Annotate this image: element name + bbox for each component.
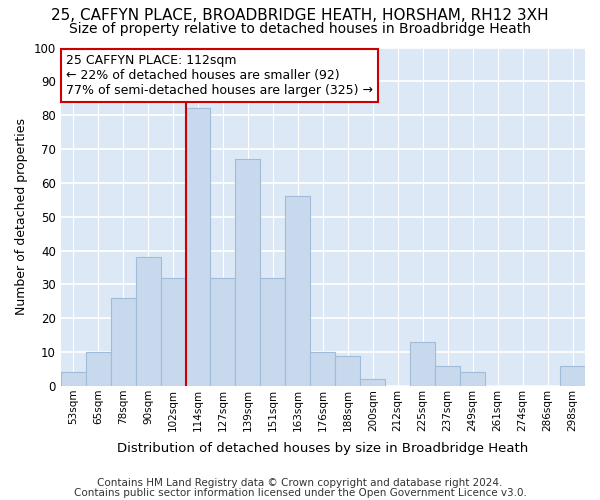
Bar (310, 352, 335, 386)
Bar (335, 356, 360, 386)
Bar (460, 372, 485, 386)
Bar (286, 196, 310, 386)
Bar (61, 372, 86, 386)
Bar (560, 366, 585, 386)
Bar (136, 258, 161, 386)
Y-axis label: Number of detached properties: Number of detached properties (15, 118, 28, 315)
Bar (410, 342, 435, 386)
Bar (185, 108, 211, 386)
Bar (360, 379, 385, 386)
Bar (235, 159, 260, 386)
Bar (161, 278, 185, 386)
Bar (110, 298, 136, 386)
Text: Size of property relative to detached houses in Broadbridge Heath: Size of property relative to detached ho… (69, 22, 531, 36)
Text: Contains HM Land Registry data © Crown copyright and database right 2024.: Contains HM Land Registry data © Crown c… (97, 478, 503, 488)
Bar (86, 352, 110, 386)
Bar (211, 278, 235, 386)
Text: Contains public sector information licensed under the Open Government Licence v3: Contains public sector information licen… (74, 488, 526, 498)
Text: 25, CAFFYN PLACE, BROADBRIDGE HEATH, HORSHAM, RH12 3XH: 25, CAFFYN PLACE, BROADBRIDGE HEATH, HOR… (51, 8, 549, 22)
Bar (435, 366, 460, 386)
X-axis label: Distribution of detached houses by size in Broadbridge Heath: Distribution of detached houses by size … (117, 442, 529, 455)
Bar (260, 278, 286, 386)
Text: 25 CAFFYN PLACE: 112sqm
← 22% of detached houses are smaller (92)
77% of semi-de: 25 CAFFYN PLACE: 112sqm ← 22% of detache… (66, 54, 373, 98)
